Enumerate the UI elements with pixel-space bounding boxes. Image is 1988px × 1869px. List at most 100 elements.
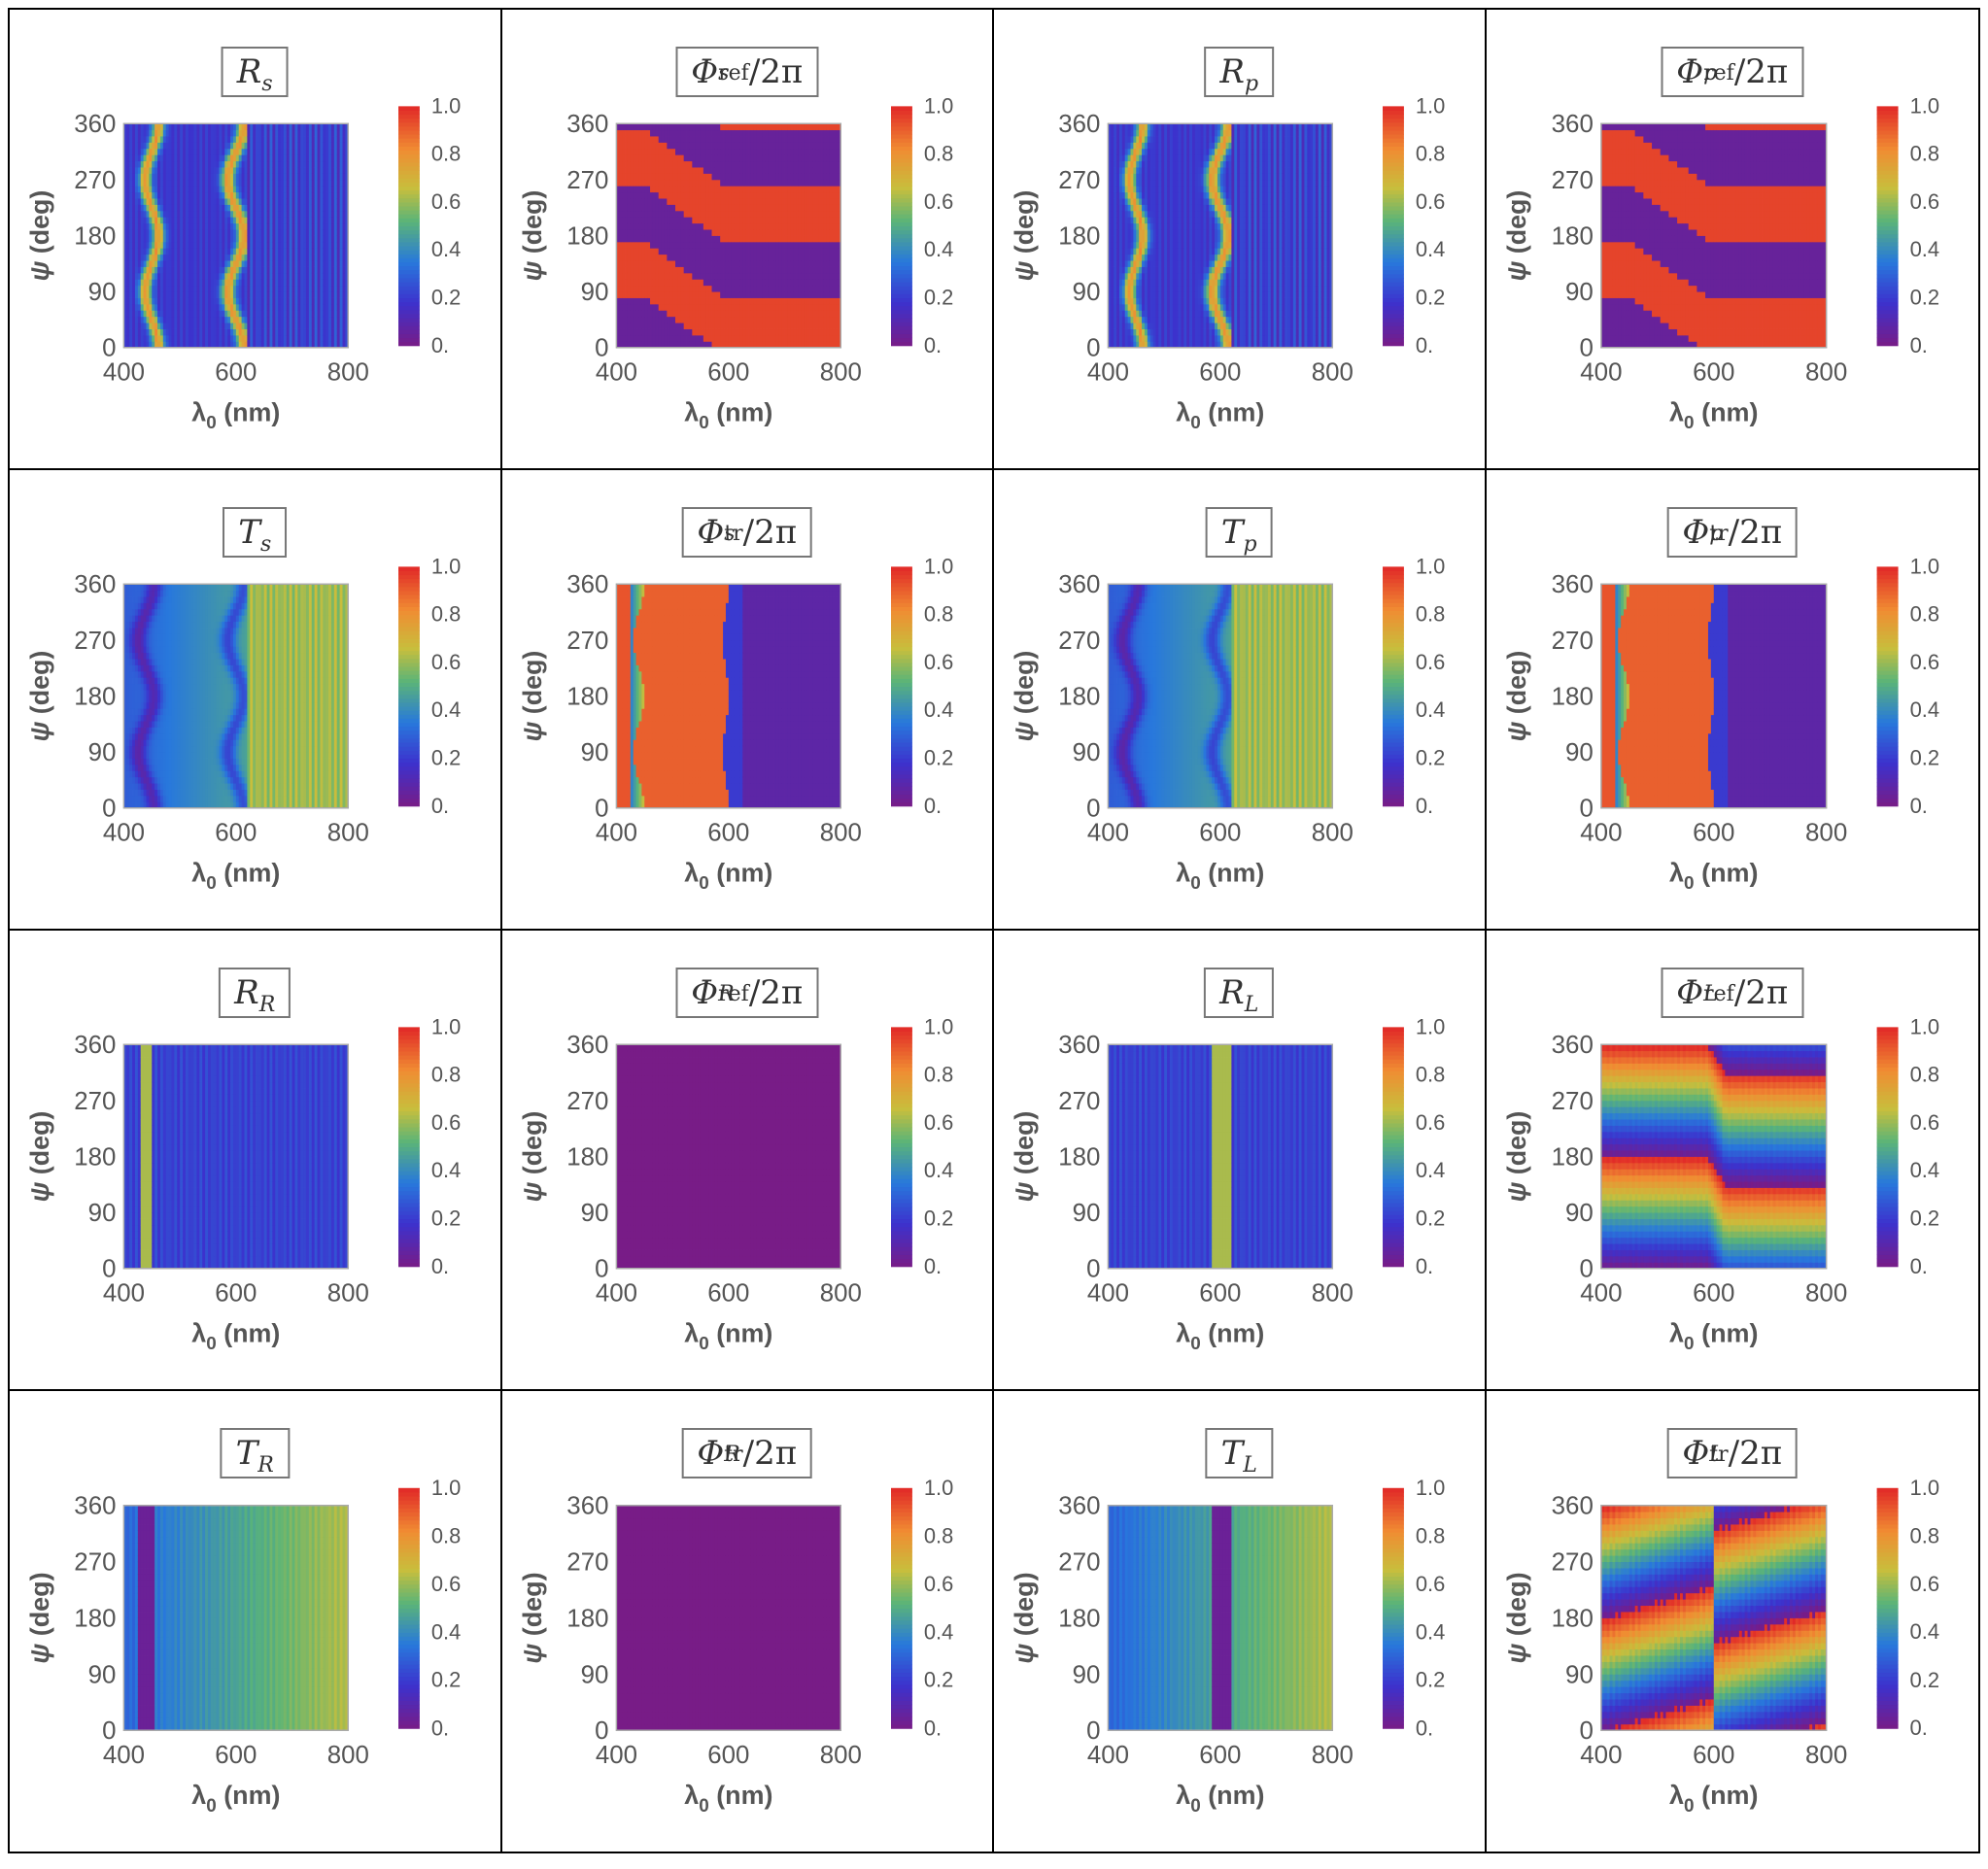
heatmap-cell (630, 272, 634, 280)
heatmap-cell (291, 179, 295, 187)
heatmap-cell (770, 272, 773, 280)
heatmap-cell (222, 323, 225, 329)
heatmap-cell (756, 235, 760, 243)
heatmap-cell (230, 285, 234, 292)
heatmap-cell (770, 334, 773, 342)
heatmap-cell (177, 204, 181, 212)
heatmap-cell (286, 303, 291, 311)
heatmap-cell (174, 297, 178, 305)
heatmap-cell (770, 179, 773, 187)
heatmap-cell (627, 303, 631, 311)
heatmap-cell (694, 142, 699, 150)
heatmap-cell (747, 229, 751, 236)
heatmap-cell (633, 297, 636, 305)
heatmap-cell (767, 167, 771, 174)
heatmap-cell (671, 310, 675, 318)
heatmap-cell (330, 154, 335, 162)
heatmap-cell (618, 160, 623, 168)
heatmap-cell (711, 291, 715, 298)
heatmap-cell (140, 210, 145, 218)
heatmap-cell (162, 198, 167, 205)
heatmap-cell (624, 142, 628, 150)
heatmap-cell (257, 272, 262, 280)
heatmap-cell (643, 148, 648, 155)
heatmap-cell (238, 303, 243, 311)
heatmap-cell (129, 241, 133, 249)
heatmap-cell (235, 154, 240, 162)
heatmap-cell (235, 328, 240, 336)
heatmap-cell (266, 217, 270, 224)
heatmap-cell (123, 129, 127, 137)
heatmap-cell (725, 266, 729, 274)
heatmap-cell (658, 235, 662, 243)
heatmap-cell (272, 229, 276, 236)
heatmap-cell (700, 248, 703, 255)
heatmap-cell (333, 279, 338, 287)
heatmap-cell (713, 285, 718, 292)
heatmap-cell (621, 341, 625, 349)
heatmap-cell (311, 148, 316, 155)
heatmap-cell (219, 316, 223, 323)
heatmap-cell (193, 210, 197, 218)
heatmap-cell (646, 241, 650, 249)
heatmap-cell (162, 297, 167, 305)
heatmap-cell (311, 334, 316, 342)
heatmap-cell (253, 179, 257, 187)
heatmap-cell (202, 186, 206, 193)
heatmap-cell (700, 266, 703, 274)
heatmap-cell (165, 297, 169, 305)
heatmap-cell (618, 323, 623, 329)
heatmap-cell (235, 222, 240, 230)
heatmap-cell (238, 328, 243, 336)
heatmap-cell (256, 328, 259, 336)
heatmap-cell (633, 260, 636, 267)
heatmap-cell (196, 160, 200, 168)
heatmap-cell (241, 173, 245, 181)
heatmap-cell (159, 210, 164, 218)
heatmap-cell (235, 285, 240, 292)
heatmap-cell (177, 191, 181, 199)
heatmap-cell (196, 222, 200, 230)
heatmap-cell (314, 136, 318, 143)
heatmap-cell (269, 191, 273, 199)
heatmap-cell (764, 123, 769, 131)
heatmap-cell (741, 266, 746, 274)
heatmap-cell (283, 142, 288, 150)
heatmap-cell (737, 260, 740, 267)
heatmap-cell (183, 198, 187, 205)
heatmap-cell (747, 217, 751, 224)
heatmap-cell (624, 291, 628, 298)
heatmap-cell (149, 198, 153, 205)
heatmap-cell (132, 279, 136, 287)
heatmap-cell (154, 272, 158, 280)
heatmap-cell (260, 222, 265, 230)
y-tick-label: 360 (74, 111, 116, 138)
heatmap-cell (328, 222, 332, 230)
heatmap-cell (711, 323, 715, 329)
heatmap-cell (638, 323, 642, 329)
heatmap-cell (303, 248, 307, 255)
heatmap-cell (671, 241, 675, 249)
heatmap-cell (303, 198, 307, 205)
heatmap-cell (281, 297, 285, 305)
heatmap-cell (738, 260, 743, 267)
heatmap-cell (185, 341, 189, 349)
heatmap-cell (171, 316, 175, 323)
heatmap-cell (180, 260, 184, 267)
heatmap-cell (185, 222, 189, 230)
heatmap-cell (705, 241, 709, 249)
heatmap-cell (646, 142, 650, 150)
colorbar-segment (398, 261, 420, 267)
heatmap-cell (289, 291, 292, 298)
heatmap-cell (183, 235, 187, 243)
heatmap-cell (188, 303, 192, 311)
heatmap-cell (232, 285, 237, 292)
heatmap-cell (294, 198, 298, 205)
heatmap-cell (126, 136, 130, 143)
heatmap-cell (747, 316, 751, 323)
heatmap-cell (174, 279, 178, 287)
heatmap-cell (621, 204, 625, 212)
heatmap-cell (744, 266, 748, 274)
heatmap-cell (624, 254, 628, 261)
heatmap-cell (188, 334, 192, 342)
